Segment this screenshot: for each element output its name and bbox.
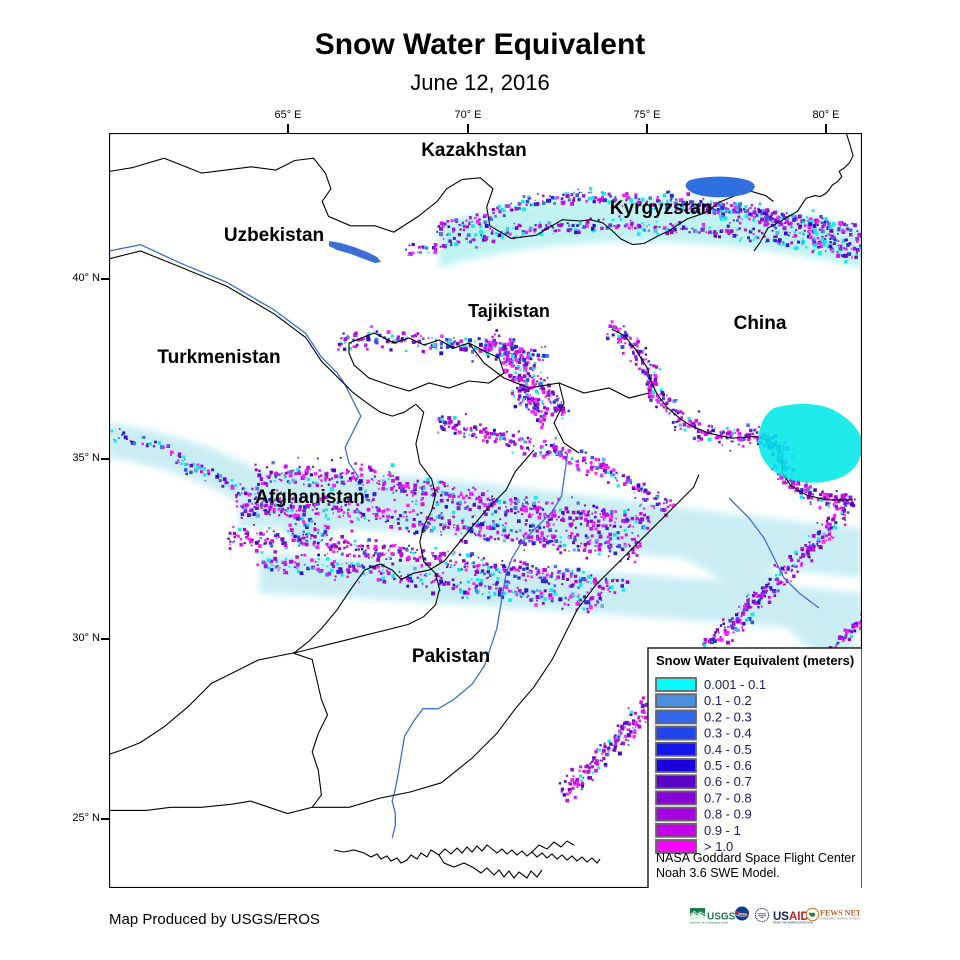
- svg-text:science for a changing world: science for a changing world: [690, 921, 728, 925]
- svg-text:0.4 - 0.5: 0.4 - 0.5: [704, 742, 752, 757]
- svg-text:Kyrgyzstan: Kyrgyzstan: [610, 198, 712, 219]
- svg-text:Tajikistan: Tajikistan: [468, 301, 550, 321]
- svg-text:Uzbekistan: Uzbekistan: [224, 225, 324, 246]
- svg-text:China: China: [734, 313, 787, 334]
- svg-text:0.001 - 0.1: 0.001 - 0.1: [704, 677, 766, 692]
- svg-text:0.3 - 0.4: 0.3 - 0.4: [704, 726, 752, 741]
- svg-text:0.2 - 0.3: 0.2 - 0.3: [704, 709, 752, 724]
- svg-text:FAMINE EARLY WARNING SYSTEMS: FAMINE EARLY WARNING SYSTEMS: [820, 918, 860, 921]
- svg-text:Noah 3.6 SWE Model.: Noah 3.6 SWE Model.: [656, 866, 780, 880]
- svg-text:NASA: NASA: [738, 912, 748, 916]
- svg-text:FROM THE AMERICAN PEOPLE: FROM THE AMERICAN PEOPLE: [773, 921, 813, 925]
- svg-text:0.6 - 0.7: 0.6 - 0.7: [704, 774, 752, 789]
- svg-text:0.1 - 0.2: 0.1 - 0.2: [704, 693, 752, 708]
- svg-text:FEWS NET: FEWS NET: [820, 909, 860, 918]
- svg-text:0.7 - 0.8: 0.7 - 0.8: [704, 790, 752, 805]
- svg-text:0.5 - 0.6: 0.5 - 0.6: [704, 758, 752, 773]
- svg-text:Kazakhstan: Kazakhstan: [421, 140, 527, 161]
- svg-text:0.9 - 1: 0.9 - 1: [704, 823, 741, 838]
- svg-text:Pakistan: Pakistan: [412, 646, 490, 667]
- svg-text:0.8 - 0.9: 0.8 - 0.9: [704, 807, 752, 822]
- svg-text:NASA Goddard Space Flight Cent: NASA Goddard Space Flight Center: [656, 851, 855, 865]
- svg-text:Turkmenistan: Turkmenistan: [157, 347, 280, 368]
- svg-text:Afghanistan: Afghanistan: [255, 487, 365, 508]
- svg-text:Snow Water Equivalent (meters): Snow Water Equivalent (meters): [656, 653, 854, 668]
